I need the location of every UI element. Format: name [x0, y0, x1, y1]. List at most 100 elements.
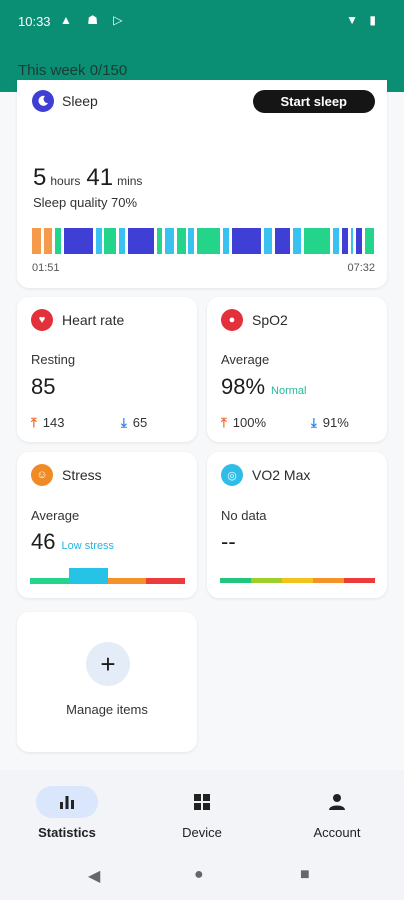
notification-icons: ▲ ☗ ▷ [60, 13, 129, 27]
sleep-segment [272, 228, 276, 254]
spo2-high: ⤒ 100% [221, 415, 266, 431]
heart-icon: ♥ [31, 309, 53, 331]
sleep-segment [162, 228, 166, 254]
manage-items-card[interactable]: + Manage items [17, 612, 197, 752]
vo2-icon: ◎ [221, 464, 243, 486]
nav-device-label: Device [182, 825, 222, 840]
sleep-segment [362, 228, 366, 254]
spo2-card[interactable]: ● SpO2 Average 98% Normal ⤒ 100% ⤓ 91% [207, 297, 387, 442]
sleep-segment [330, 228, 334, 254]
spo2-value: 98% [221, 374, 266, 399]
nav-account[interactable]: Account [270, 770, 404, 848]
sleep-segment [333, 228, 340, 254]
heart-rate-card[interactable]: ♥ Heart rate Resting 85 ⤒ 143 ⤓ 65 [17, 297, 197, 442]
sleep-segment [223, 228, 229, 254]
sleep-segment [153, 228, 157, 254]
statistics-icon [36, 786, 98, 818]
vo2-level-4 [313, 578, 344, 583]
plus-icon[interactable]: + [86, 642, 130, 686]
back-icon[interactable]: ◀ [88, 868, 101, 885]
sleep-segment [347, 228, 351, 254]
vo2-label: No data [221, 508, 267, 523]
sleep-hours-value: 5 [33, 164, 47, 191]
stress-status: Low stress [61, 540, 115, 552]
sleep-card[interactable]: Sleep Start sleep 5 hours 41 mins Sleep qua… [17, 80, 387, 288]
sleep-segment [60, 228, 64, 254]
sleep-segment [165, 228, 174, 254]
stress-value: 46 [31, 529, 56, 554]
sleep-segment [220, 228, 224, 254]
sleep-segment [275, 228, 290, 254]
system-navigation: ◀ ● ■ [0, 848, 404, 900]
week-progress-text: This week 0/150 [18, 62, 128, 79]
stress-card[interactable]: ☺ Stress Average 46 Low stress [17, 452, 197, 598]
arrow-up-icon: ⤒ [221, 415, 227, 430]
sleep-segment [63, 228, 93, 254]
stress-level-relaxed [30, 578, 69, 584]
heart-rate-label: Resting [31, 352, 76, 367]
spo2-title: SpO2 [252, 312, 288, 328]
sleep-segment [353, 228, 357, 254]
sleep-segment [289, 228, 293, 254]
sleep-segment [101, 228, 105, 254]
sleep-segment [52, 228, 56, 254]
sleep-segment [339, 228, 342, 254]
vo2-level-5 [344, 578, 375, 583]
sleep-segment [40, 228, 44, 254]
vo2-level-bar [220, 578, 375, 583]
spo2-low: ⤓ 91% [311, 415, 349, 431]
stress-title: Stress [62, 467, 102, 483]
sleep-mins-unit: mins [117, 174, 143, 188]
sleep-segment [194, 228, 198, 254]
vo2-card[interactable]: ◎ VO2 Max No data -- [207, 452, 387, 598]
start-sleep-button[interactable]: Start sleep [252, 90, 375, 113]
stress-level-high [146, 578, 185, 584]
sleep-segment [173, 228, 177, 254]
status-bar: 10:33 ▲ ☗ ▷ ▼ ▮ [0, 0, 404, 44]
heart-rate-high-value: 143 [42, 415, 65, 430]
sleep-segment [356, 228, 363, 254]
sleep-segment [156, 228, 163, 254]
recents-icon[interactable]: ■ [300, 866, 310, 883]
heart-rate-high: ⤒ 143 [31, 415, 64, 431]
arrow-down-icon: ⤓ [311, 415, 317, 430]
sleep-segment [118, 228, 125, 254]
sleep-duration: 5 hours 41 mins [33, 164, 148, 192]
heart-rate-value: 85 [31, 374, 56, 399]
sleep-segment [124, 228, 128, 254]
sleep-segment [304, 228, 331, 254]
sleep-segment [231, 228, 261, 254]
sleep-segment [185, 228, 189, 254]
stress-level-low [68, 568, 108, 584]
sleep-title: Sleep [62, 93, 98, 109]
person-icon [306, 786, 368, 818]
nav-statistics-label: Statistics [38, 825, 96, 840]
nav-device[interactable]: Device [135, 770, 269, 848]
sleep-segment [104, 228, 116, 254]
heart-rate-low: ⤓ 65 [121, 415, 147, 431]
arrow-up-icon: ⤒ [31, 415, 37, 430]
nav-statistics[interactable]: Statistics [0, 770, 134, 848]
sleep-segment [350, 228, 354, 254]
bottom-navigation: Statistics Device Account [0, 770, 404, 848]
sleep-mins-value: 41 [86, 164, 114, 191]
spo2-low-value: 91% [322, 415, 349, 430]
heart-rate-title: Heart rate [62, 312, 125, 328]
stress-icon: ☺ [31, 464, 53, 486]
spo2-high-value: 100% [232, 415, 266, 430]
stress-level-bar [30, 568, 185, 584]
home-icon[interactable]: ● [194, 866, 204, 883]
sleep-quality: Sleep quality 70% [33, 195, 138, 210]
sleep-segment [260, 228, 264, 254]
stress-label: Average [31, 508, 80, 523]
spo2-value-row: 98% Normal [221, 374, 307, 400]
sleep-segment [116, 228, 119, 254]
arrow-down-icon: ⤓ [121, 415, 127, 430]
manage-items-label: Manage items [66, 702, 148, 717]
sleep-segment [95, 228, 102, 254]
sleep-segment [32, 228, 41, 254]
spo2-label: Average [221, 352, 270, 367]
sleep-segment [55, 228, 61, 254]
vo2-title: VO2 Max [252, 467, 311, 483]
sleep-segment [127, 228, 154, 254]
